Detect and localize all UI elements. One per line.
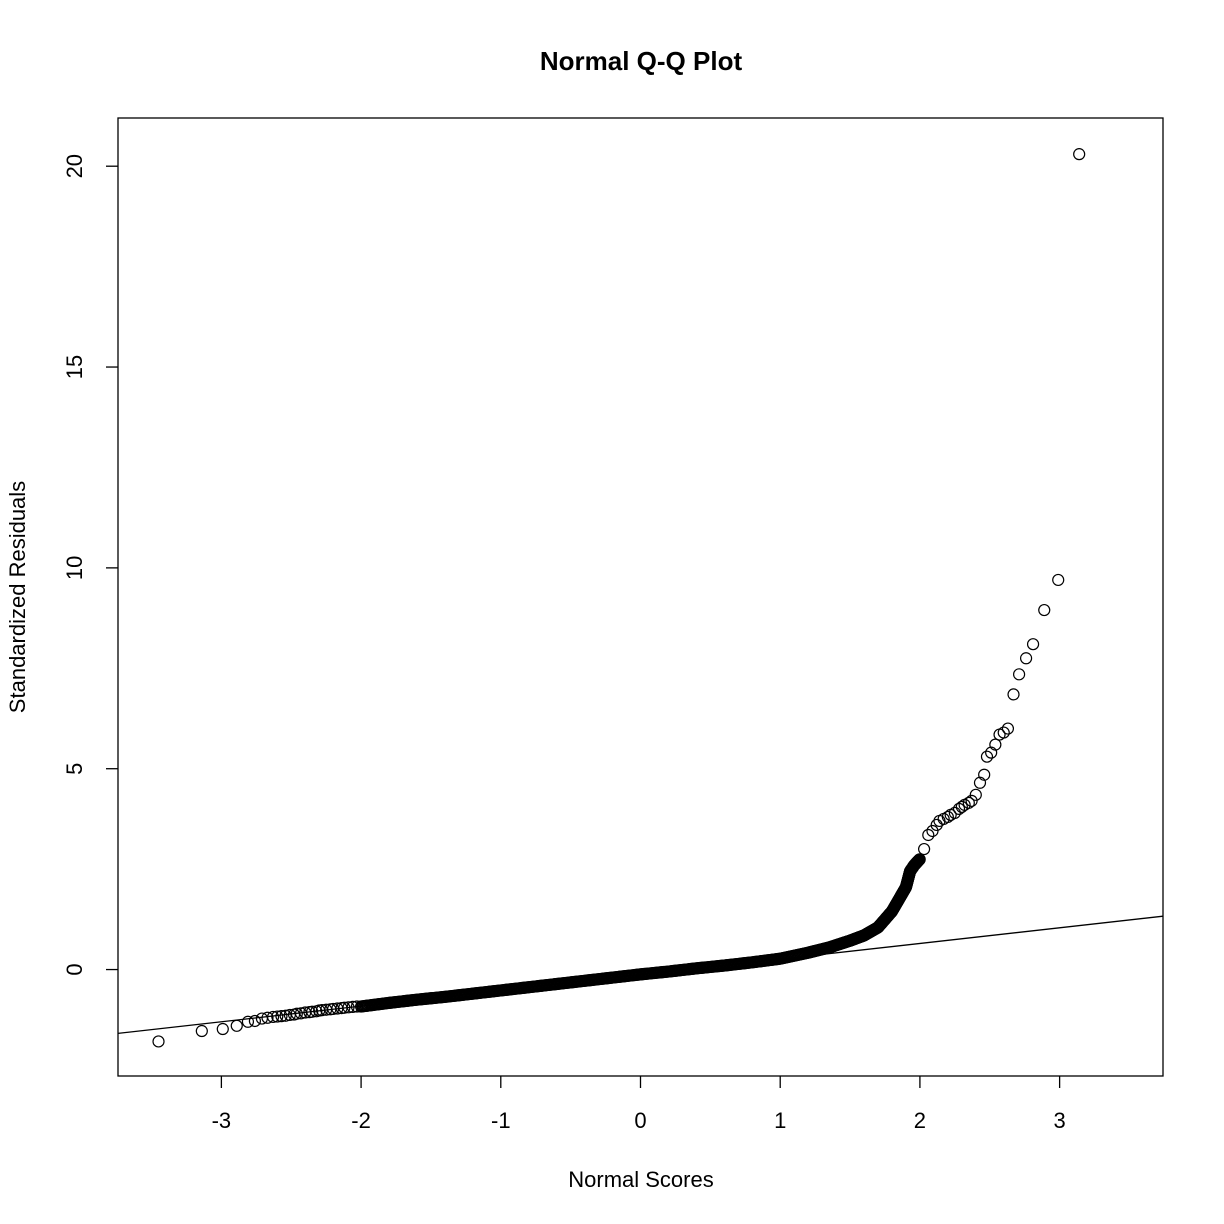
data-point-691 — [962, 796, 975, 809]
chart-title: Normal Q-Q Plot — [540, 46, 743, 76]
data-point-707 — [1052, 573, 1065, 587]
data-point-679 — [918, 842, 931, 856]
x-tick-label-1: -2 — [351, 1108, 371, 1133]
data-point-708 — [1073, 148, 1086, 161]
data-point-692 — [965, 794, 978, 807]
y-tick-label-0: 0 — [62, 963, 87, 975]
data-point-700 — [997, 726, 1010, 739]
y-axis: 0 5 10 15 20 — [62, 154, 118, 976]
data-point-647 — [913, 853, 926, 866]
data-point-652 — [241, 1015, 255, 1028]
data-point-682 — [930, 818, 943, 832]
data-point-706 — [1038, 603, 1051, 617]
points-layer — [152, 148, 1086, 1048]
y-tick-label-4: 20 — [62, 154, 87, 178]
data-point-704 — [1019, 652, 1033, 665]
plot-frame — [117, 117, 1164, 1077]
y-tick-label-1: 5 — [62, 763, 87, 775]
data-point-649 — [195, 1024, 208, 1038]
data-point-689 — [955, 800, 968, 813]
data-point-681 — [926, 824, 939, 838]
data-point-693 — [969, 788, 982, 801]
x-tick-label-5: 2 — [914, 1108, 926, 1133]
data-point-687 — [948, 806, 961, 820]
x-tick-label-6: 3 — [1053, 1108, 1065, 1133]
data-point-680 — [922, 828, 935, 842]
x-axis: -3 -2 -1 0 1 2 3 — [212, 1076, 1066, 1133]
data-point-697 — [985, 746, 998, 759]
data-point-650 — [216, 1022, 229, 1036]
data-point-653 — [248, 1014, 262, 1028]
data-point-648 — [152, 1035, 165, 1048]
reference-line — [117, 915, 1164, 1035]
data-point-685 — [941, 810, 954, 824]
y-tick-label-2: 10 — [62, 556, 87, 580]
data-point-694 — [973, 776, 987, 789]
data-point-702 — [1007, 688, 1020, 701]
data-point-698 — [989, 738, 1002, 751]
y-axis-label: Standardized Residuals — [5, 481, 30, 713]
data-point-701 — [1001, 722, 1015, 735]
data-point-696 — [980, 750, 994, 763]
x-tick-label-3: 0 — [634, 1108, 646, 1133]
data-point-651 — [230, 1019, 243, 1032]
data-point-705 — [1026, 638, 1040, 651]
x-tick-label-0: -3 — [212, 1108, 232, 1133]
data-point-695 — [978, 768, 991, 781]
x-tick-label-2: -1 — [491, 1108, 511, 1133]
x-tick-label-4: 1 — [774, 1108, 786, 1133]
data-point-703 — [1013, 668, 1026, 681]
y-tick-label-3: 15 — [62, 355, 87, 379]
x-axis-label: Normal Scores — [568, 1167, 713, 1192]
